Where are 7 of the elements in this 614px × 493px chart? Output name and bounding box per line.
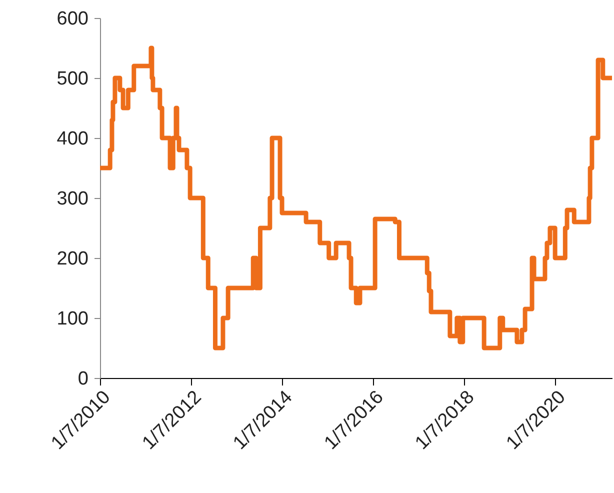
- y-tick-label: 300: [56, 188, 88, 210]
- y-tick-label: 400: [56, 128, 88, 150]
- y-tick-label: 200: [56, 248, 88, 270]
- y-tick-label: 0: [78, 368, 88, 390]
- y-tick-label: 600: [56, 8, 88, 30]
- y-tick-label: 500: [56, 68, 88, 90]
- y-tick-label: 100: [56, 308, 88, 330]
